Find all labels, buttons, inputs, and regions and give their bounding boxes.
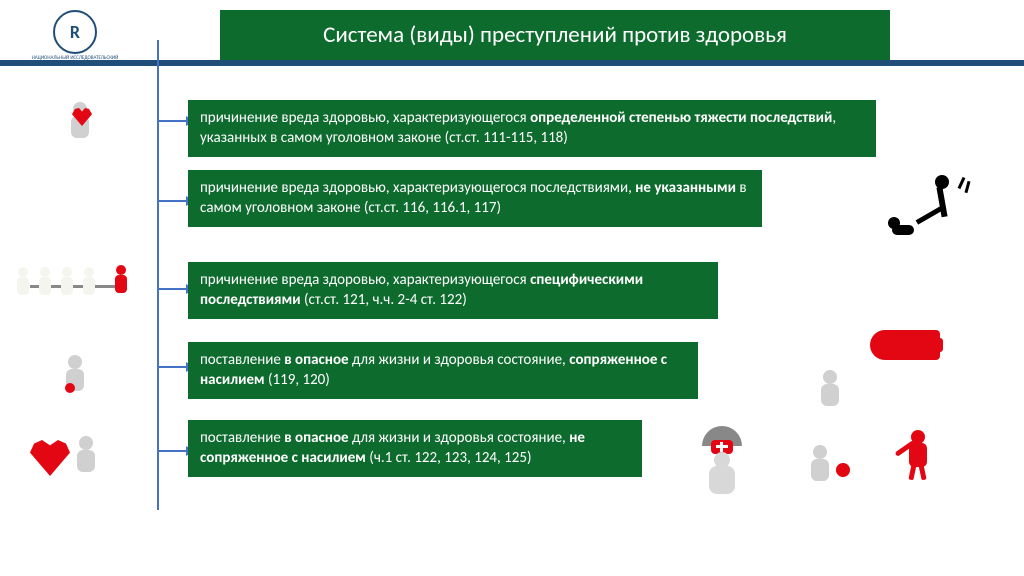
- text-segment: причинение вреда здоровью, характеризующ…: [200, 179, 635, 197]
- connector-h-1: [157, 200, 188, 202]
- logo-mark: R: [53, 10, 97, 54]
- text-segment: поставление: [200, 429, 284, 447]
- text-segment: в опасное: [284, 429, 348, 447]
- figure-heart-hug-icon: [30, 440, 70, 476]
- logo-subtitle: НАЦИОНАЛЬНЫЙ ИССЛЕДОВАТЕЛЬСКИЙ УНИВЕРСИТ…: [20, 56, 130, 67]
- connector-h-0: [157, 120, 188, 122]
- text-segment: определенной степенью тяжести последстви…: [530, 109, 832, 127]
- nurse-umbrella-icon: [700, 440, 744, 498]
- connector-h-3: [157, 366, 188, 368]
- text-segment: причинение вреда здоровью, характеризующ…: [200, 109, 530, 127]
- text-segment: не указанными: [635, 179, 736, 197]
- slide-title: Система (виды) преступлений против здоро…: [220, 10, 890, 60]
- connector-h-2: [157, 288, 188, 290]
- figure-shrug-icon: [810, 370, 850, 420]
- text-segment: причинение вреда здоровью, характеризующ…: [200, 271, 530, 289]
- connector-h-4: [157, 450, 188, 452]
- text-segment: (ч.1 ст. 122, 123, 124, 125): [366, 449, 532, 467]
- category-box-0: причинение вреда здоровью, характеризующ…: [188, 100, 876, 157]
- red-running-figure-icon: [900, 430, 936, 480]
- figure-broken-heart-icon: [60, 102, 100, 152]
- text-segment: (119, 120): [265, 371, 330, 389]
- category-box-1: причинение вреда здоровью, характеризующ…: [188, 170, 762, 227]
- header-band: [0, 60, 1024, 66]
- kick-icon: [880, 175, 970, 245]
- pointing-hand-icon: [870, 330, 940, 360]
- figures-tug-of-war-icon: [10, 255, 140, 305]
- text-segment: поставление: [200, 351, 284, 369]
- figure-with-red-icon: [800, 445, 840, 495]
- text-segment: (ст.ст. 121, ч.ч. 2-4 ст. 122): [301, 291, 467, 309]
- text-segment: для жизни и здоровья состояние,: [349, 351, 570, 369]
- connector-vertical: [157, 40, 159, 510]
- text-segment: для жизни и здоровья состояние,: [349, 429, 570, 447]
- category-box-4: поставление в опасное для жизни и здоров…: [188, 420, 642, 477]
- text-segment: в опасное: [284, 351, 348, 369]
- category-box-2: причинение вреда здоровью, характеризующ…: [188, 262, 718, 319]
- figure-hurt-icon: [55, 355, 95, 405]
- category-box-3: поставление в опасное для жизни и здоров…: [188, 342, 698, 399]
- logo: R НАЦИОНАЛЬНЫЙ ИССЛЕДОВАТЕЛЬСКИЙ УНИВЕРС…: [20, 10, 130, 70]
